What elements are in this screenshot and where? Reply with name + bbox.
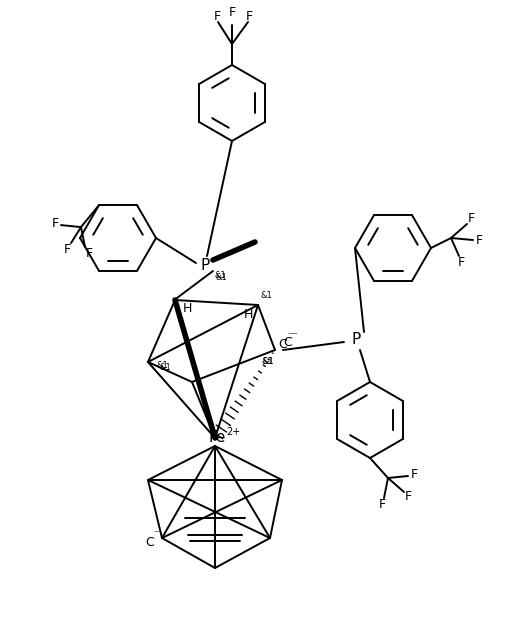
Text: F: F xyxy=(458,255,464,269)
Text: &1: &1 xyxy=(214,270,226,280)
Text: &1: &1 xyxy=(156,361,168,371)
Text: F: F xyxy=(410,467,417,480)
Text: Fe: Fe xyxy=(208,430,225,445)
Text: F: F xyxy=(246,11,252,24)
Text: F: F xyxy=(52,217,58,230)
Text: C: C xyxy=(146,536,154,548)
Text: F: F xyxy=(229,6,236,19)
Text: H: H xyxy=(244,308,253,321)
Text: &1: &1 xyxy=(159,363,171,373)
Text: &1: &1 xyxy=(260,290,272,300)
Text: F: F xyxy=(63,242,71,255)
Text: C: C xyxy=(279,338,287,351)
Text: ⁻: ⁻ xyxy=(287,331,293,341)
Text: F: F xyxy=(405,490,412,503)
Text: F: F xyxy=(214,11,220,24)
Text: P: P xyxy=(200,257,209,272)
Text: &1: &1 xyxy=(261,358,273,366)
Text: 2+: 2+ xyxy=(226,427,240,437)
Text: ⁻: ⁻ xyxy=(291,331,297,341)
Text: F: F xyxy=(475,234,482,247)
Text: C: C xyxy=(284,336,293,348)
Text: &1: &1 xyxy=(215,272,227,282)
Text: H: H xyxy=(182,302,191,315)
Text: P: P xyxy=(351,333,361,348)
Text: F: F xyxy=(378,498,385,510)
Text: F: F xyxy=(86,247,92,260)
Text: ⁻: ⁻ xyxy=(153,529,159,539)
Text: F: F xyxy=(467,211,475,224)
Text: &1: &1 xyxy=(262,358,274,366)
